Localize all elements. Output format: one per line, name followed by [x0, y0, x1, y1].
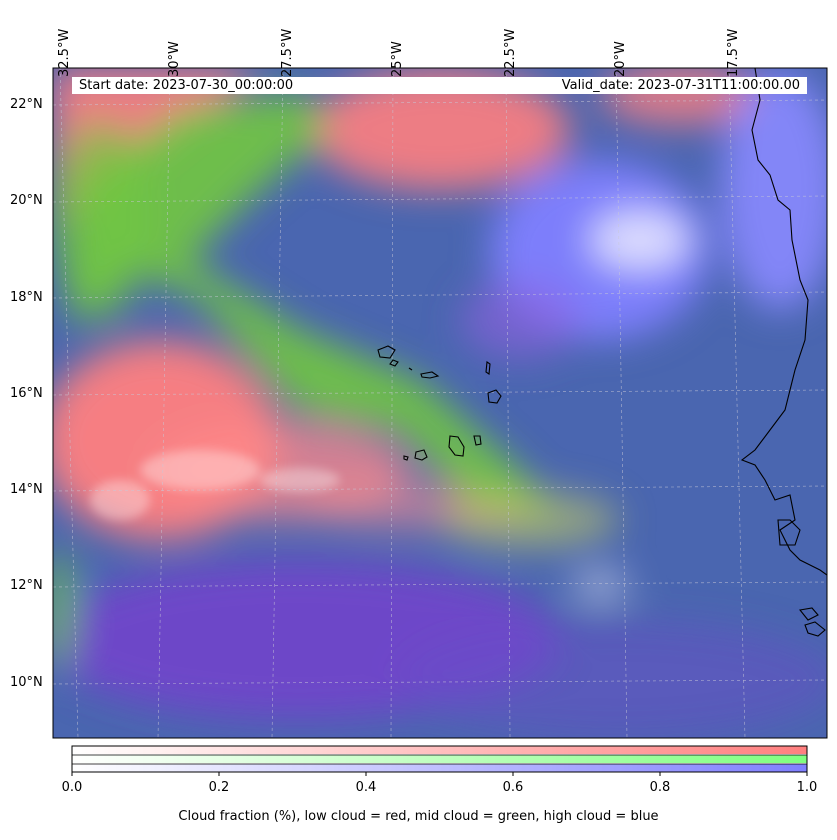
graticule: [53, 68, 827, 738]
lon-label: 17.5°W: [726, 28, 741, 77]
colorbar-tick-label: 0.8: [649, 780, 671, 795]
valid-date-label: Valid_date: 2023-07-31T11:00:00.00: [561, 78, 800, 93]
lat-label: 22°N: [10, 97, 43, 112]
lon-label: 22.5°W: [503, 28, 518, 77]
colorbar-tick-label: 0.4: [355, 780, 377, 795]
start-date-label: Start date: 2023-07-30_00:00:00: [79, 78, 294, 93]
date-info-box: Start date: 2023-07-30_00:00:00 Valid_da…: [72, 77, 807, 94]
coastlines: [377, 68, 827, 637]
lon-label: 27.5°W: [280, 28, 295, 77]
lon-label: 25°W: [390, 41, 405, 77]
lon-label: 30°W: [167, 41, 182, 77]
colorbar: [71, 745, 808, 776]
colorbar-tick-label: 0.0: [61, 780, 83, 795]
lat-label: 10°N: [10, 675, 43, 690]
cloud-field: [53, 68, 827, 738]
lat-label: 18°N: [10, 290, 43, 305]
lon-label: 32.5°W: [57, 28, 72, 77]
lat-label: 14°N: [10, 482, 43, 497]
colorbar-title: Cloud fraction (%), low cloud = red, mid…: [178, 809, 659, 824]
colorbar-tick-label: 0.2: [208, 780, 230, 795]
colorbar-tick-label: 1.0: [796, 780, 818, 795]
lon-label: 20°W: [613, 41, 628, 77]
lat-label: 20°N: [10, 193, 43, 208]
lat-label: 16°N: [10, 386, 43, 401]
lat-label: 12°N: [10, 578, 43, 593]
colorbar-tick-label: 0.6: [502, 780, 524, 795]
island-santo-antao: [377, 345, 396, 359]
